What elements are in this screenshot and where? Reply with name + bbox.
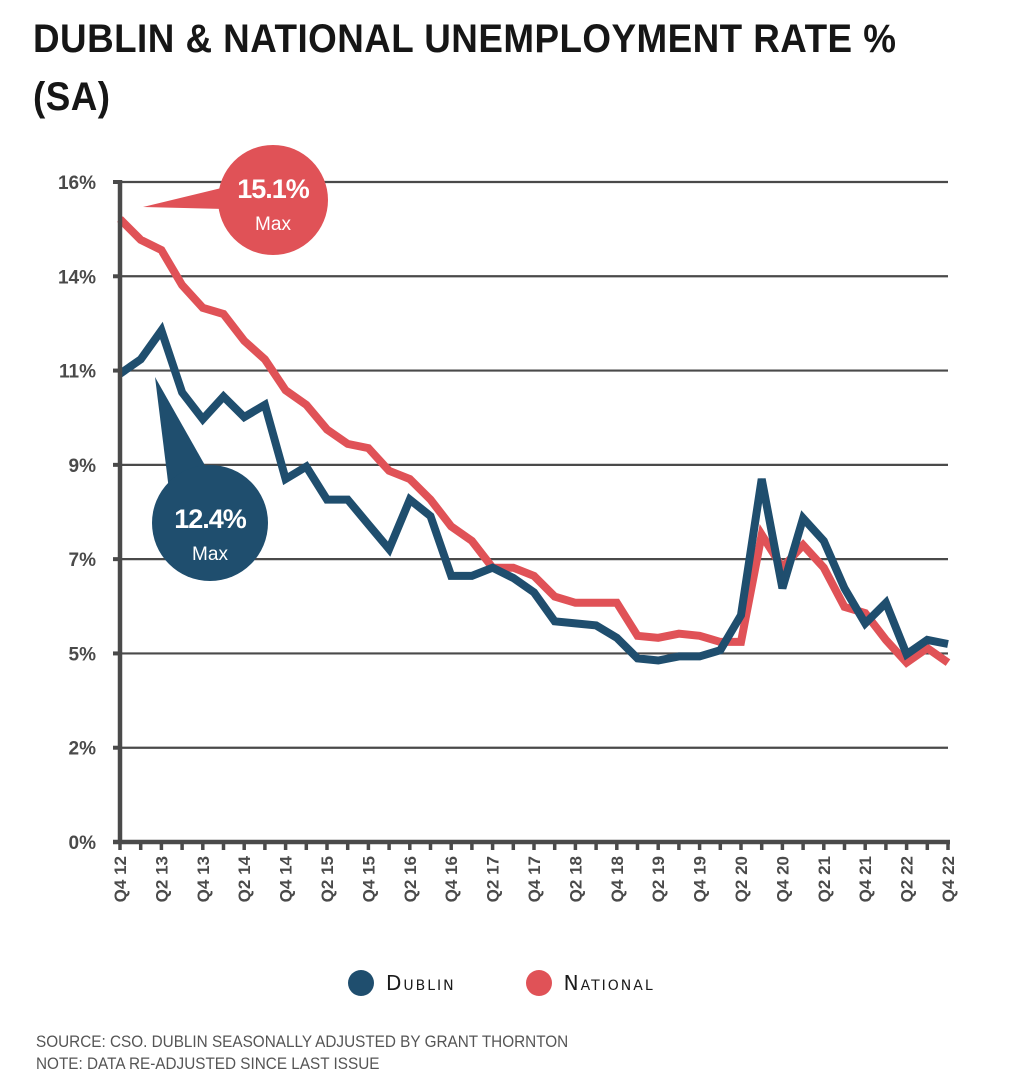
y-axis-ticks: 0% 2% 5% 7% 9% 11% 14% 16% xyxy=(58,173,96,854)
legend-item-national: National xyxy=(525,970,655,996)
legend-item-dublin: Dublin xyxy=(348,970,456,996)
y-tick-label: 2% xyxy=(69,739,97,760)
y-tick-label: 11% xyxy=(59,362,96,383)
y-tick-label: 9% xyxy=(69,456,97,477)
series-line-national xyxy=(117,216,951,668)
x-tick-label: Q2 15 xyxy=(318,856,337,902)
y-tick-label: 7% xyxy=(69,550,97,571)
y-tick-label: 14% xyxy=(58,267,96,288)
x-tick-label: Q2 19 xyxy=(649,856,668,902)
annotations: 15.1% Max 12.4% Max xyxy=(143,145,328,581)
x-tick-label: Q4 15 xyxy=(359,856,378,902)
footer: SOURCE: CSO. DUBLIN SEASONALLY ADJUSTED … xyxy=(36,1031,568,1075)
axes xyxy=(113,180,950,850)
chart-title: DUBLIN & NATIONAL UNEMPLOYMENT RATE % (S… xyxy=(33,17,897,119)
x-tick-label: Q4 19 xyxy=(691,856,710,902)
x-tick-label: Q2 21 xyxy=(815,856,834,902)
x-axis-ticks: Q4 12 Q2 13 Q4 13 Q2 14 Q4 14 Q2 15 Q4 15 Q2 16… xyxy=(111,855,958,902)
x-tick-label: Q2 22 xyxy=(898,856,917,902)
x-tick-label: Q2 17 xyxy=(484,856,503,902)
x-tick-label: Q2 13 xyxy=(152,856,171,902)
x-tick-label: Q2 20 xyxy=(732,856,751,902)
x-tick-label: Q4 13 xyxy=(194,856,213,902)
legend: Dublin National xyxy=(348,970,725,996)
legend-label-dublin: Dublin xyxy=(386,971,456,995)
max-label-dublin: Max xyxy=(192,544,228,565)
data-note: NOTE: DATA RE-ADJUSTED SINCE LAST ISSUE xyxy=(36,1054,380,1073)
x-tick-label: Q4 17 xyxy=(525,856,544,902)
x-tick-label: Q2 16 xyxy=(401,856,420,902)
x-tick-label: Q2 14 xyxy=(235,855,254,902)
y-tick-label: 16% xyxy=(58,173,96,194)
x-tick-label: Q4 12 xyxy=(111,856,130,902)
gridlines xyxy=(120,180,948,749)
source-note: SOURCE: CSO. DUBLIN SEASONALLY ADJUSTED … xyxy=(36,1032,569,1051)
x-tick-label: Q4 20 xyxy=(773,856,792,902)
x-tick-label: Q4 21 xyxy=(856,856,875,902)
legend-label-national: National xyxy=(563,971,655,995)
max-value-national: 15.1% xyxy=(237,174,310,204)
y-tick-label: 5% xyxy=(69,644,97,665)
x-tick-label: Q4 16 xyxy=(442,856,461,902)
legend-swatch-dublin xyxy=(348,970,374,996)
max-value-dublin: 12.4% xyxy=(174,504,247,534)
x-tick-label: Q4 22 xyxy=(939,856,958,902)
max-bubble-dublin xyxy=(152,465,268,581)
x-tick-label: Q4 18 xyxy=(608,856,627,902)
x-tick-label: Q4 14 xyxy=(277,855,296,902)
max-bubble-national xyxy=(218,145,328,255)
x-tick-label: Q2 18 xyxy=(566,856,585,902)
max-label-national: Max xyxy=(255,214,291,235)
series-line-dublin xyxy=(117,321,949,665)
series-lines xyxy=(117,216,951,668)
y-tick-label: 0% xyxy=(69,833,97,854)
legend-swatch-national xyxy=(525,970,552,996)
